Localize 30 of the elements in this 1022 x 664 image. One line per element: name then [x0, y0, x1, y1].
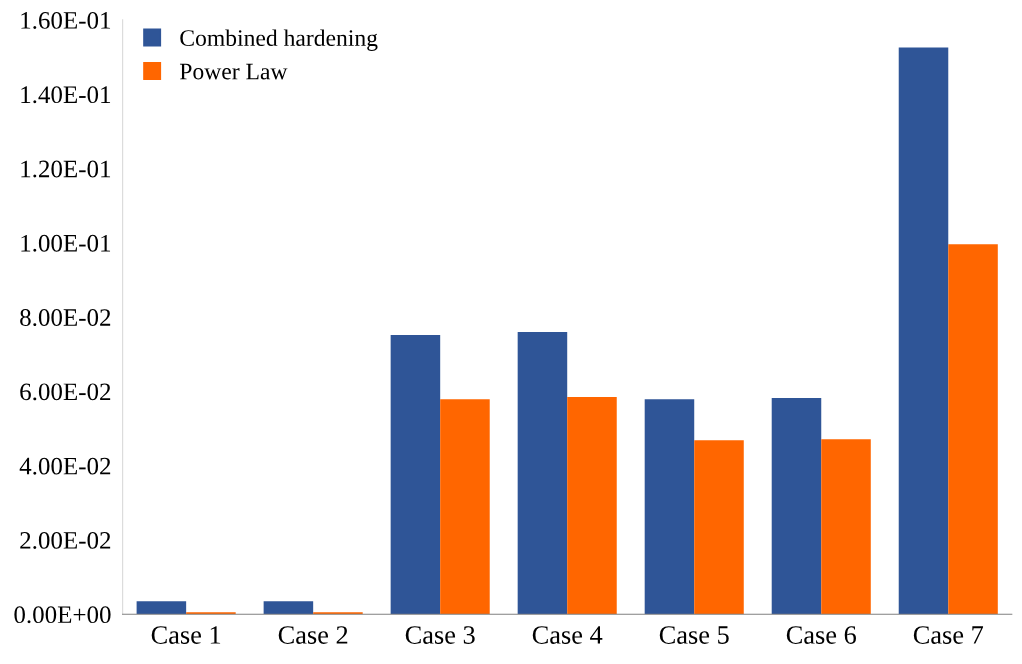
x-tick-label: Case 7 [913, 626, 984, 644]
x-tick-label: Case 1 [151, 626, 221, 644]
y-tick-label: 6.00E-02 [20, 383, 111, 401]
bar [821, 439, 871, 615]
legend-label: Power Law [179, 63, 288, 80]
bar [390, 334, 441, 615]
x-tick-label: Case 5 [659, 626, 729, 644]
bar [263, 601, 314, 615]
bar [136, 601, 187, 615]
y-tick-label: 1.20E-01 [21, 160, 111, 178]
bar [567, 396, 617, 615]
y-tick-label: 4.00E-02 [19, 457, 111, 475]
x-tick-label: Case 6 [786, 626, 856, 644]
bar [948, 244, 998, 615]
x-tick-label: Case 3 [405, 626, 475, 644]
y-tick-label: 8.00E-02 [20, 309, 111, 327]
bar [644, 399, 695, 615]
legend-label: Combined hardening [180, 29, 378, 51]
y-tick-label: 1.60E-01 [21, 11, 111, 29]
y-tick-label: 2.00E-02 [20, 531, 111, 549]
y-tick-label: 0.00E+00 [14, 606, 111, 624]
x-tick-label: Case 4 [532, 626, 603, 644]
bar [517, 331, 568, 615]
x-tick-label: Case 2 [278, 626, 348, 644]
bar [898, 47, 949, 615]
bar [771, 398, 822, 615]
y-tick-label: 1.00E-01 [21, 234, 111, 252]
bar [694, 440, 744, 615]
bar [440, 399, 490, 615]
y-tick-label: 1.40E-01 [21, 86, 111, 104]
